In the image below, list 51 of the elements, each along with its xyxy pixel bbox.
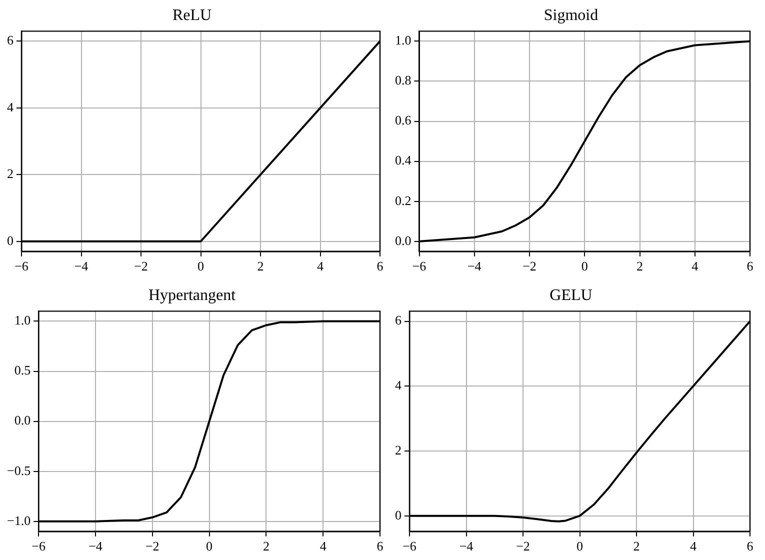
x-tick-label: −4 bbox=[74, 258, 89, 274]
y-tick-label: 0.0 bbox=[14, 412, 31, 428]
x-tick-label: −4 bbox=[88, 538, 103, 554]
x-tick-label: −6 bbox=[402, 538, 417, 554]
x-tick-label: −2 bbox=[522, 258, 536, 274]
x-tick-label: −2 bbox=[145, 538, 160, 554]
y-tick-label: 0.2 bbox=[395, 192, 412, 208]
x-tick-label: 2 bbox=[257, 258, 264, 274]
x-tick-label: 4 bbox=[320, 538, 327, 554]
x-tick-label: 4 bbox=[317, 258, 324, 274]
y-tick-label: 4 bbox=[7, 99, 14, 114]
x-tick-label: 4 bbox=[692, 258, 699, 274]
x-tick-label: 2 bbox=[262, 538, 270, 554]
y-tick-label: 6 bbox=[395, 312, 402, 328]
y-tick-label: 0.4 bbox=[395, 152, 412, 168]
x-tick-label: −2 bbox=[516, 538, 530, 554]
x-tick-label: −6 bbox=[14, 258, 29, 274]
y-tick-label: 6 bbox=[7, 32, 14, 48]
x-tick-label: 2 bbox=[636, 258, 643, 274]
chart-title: Hypertangent bbox=[148, 286, 236, 304]
x-tick-label: 0 bbox=[206, 538, 213, 554]
y-tick-label: −1.0 bbox=[6, 512, 31, 528]
y-tick-label: 0 bbox=[7, 232, 14, 248]
x-tick-label: 6 bbox=[746, 258, 754, 274]
y-tick-label: 0.0 bbox=[395, 232, 412, 248]
x-tick-label: 2 bbox=[633, 538, 640, 554]
y-tick-label: 0.6 bbox=[395, 112, 412, 128]
y-tick-label: 0 bbox=[395, 507, 402, 522]
y-tick-label: 0.5 bbox=[14, 362, 31, 378]
x-tick-label: −2 bbox=[134, 258, 148, 274]
chart-title: Sigmoid bbox=[544, 6, 598, 24]
x-tick-label: −4 bbox=[459, 538, 474, 554]
x-tick-label: 0 bbox=[576, 538, 583, 554]
y-tick-label: 4 bbox=[395, 378, 402, 393]
x-tick-label: −4 bbox=[467, 258, 482, 274]
chart-title: GELU bbox=[550, 286, 593, 304]
y-tick-label: 2 bbox=[395, 442, 402, 458]
x-tick-label: 6 bbox=[376, 538, 384, 554]
y-tick-label: 0.8 bbox=[395, 72, 412, 88]
y-tick-label: 1.0 bbox=[395, 32, 412, 48]
x-tick-label: 0 bbox=[581, 258, 588, 274]
x-tick-label: −6 bbox=[32, 538, 46, 554]
y-tick-label: 2 bbox=[7, 166, 14, 182]
x-tick-label: 0 bbox=[198, 258, 204, 274]
y-tick-label: −0.5 bbox=[6, 462, 31, 478]
x-tick-label: 6 bbox=[376, 258, 384, 274]
x-tick-label: −6 bbox=[412, 258, 427, 274]
y-tick-label: 1.0 bbox=[14, 312, 31, 328]
chart-title: ReLU bbox=[172, 6, 212, 24]
x-tick-label: 6 bbox=[746, 538, 754, 554]
x-tick-label: 4 bbox=[690, 538, 697, 554]
